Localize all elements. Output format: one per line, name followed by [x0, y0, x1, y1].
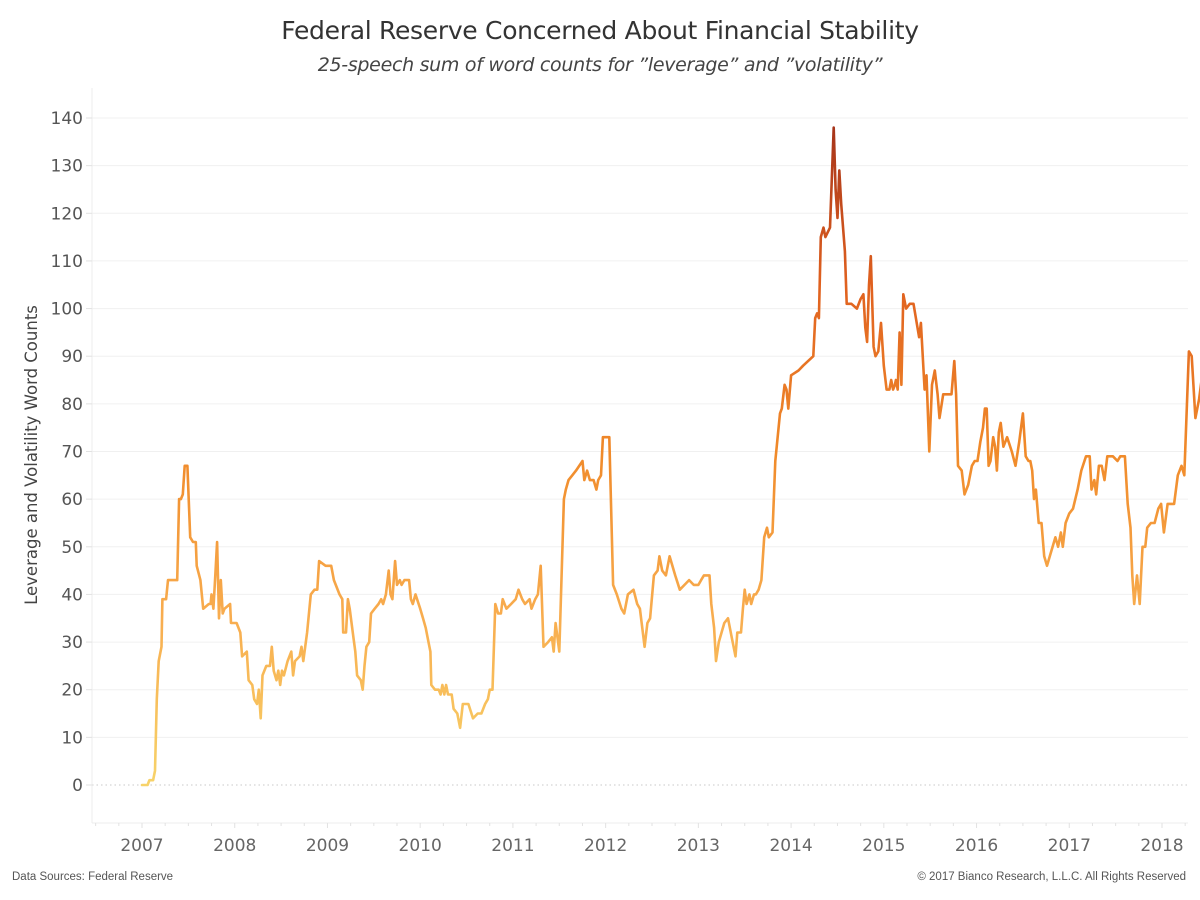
y-tick-label: 60: [61, 490, 83, 510]
y-tick-label: 100: [51, 300, 83, 320]
copyright-note: © 2017 Bianco Research, L.L.C. All Right…: [917, 871, 1186, 883]
plot-frame: [91, 88, 1188, 824]
y-axis-ticks: 0 10 20 30 40 50 60 70 80 90 100 110 120 130 140: [51, 109, 92, 796]
y-tick-label: 90: [61, 347, 83, 367]
x-tick-label: 2015: [862, 836, 905, 856]
chart-title: Federal Reserve Concerned About Financia…: [281, 16, 919, 45]
x-tick-label: 2012: [584, 836, 627, 856]
y-axis-label: Leverage and Volatility Word Counts: [22, 305, 41, 605]
x-tick-label: 2011: [491, 836, 534, 856]
y-tick-label: 50: [61, 538, 83, 558]
y-tick-label: 40: [61, 585, 83, 605]
y-tick-label: 130: [51, 157, 83, 177]
y-tick-label: 70: [61, 443, 83, 463]
data-source-note: Data Sources: Federal Reserve: [12, 871, 174, 883]
x-tick-label: 2014: [769, 836, 812, 856]
series-group: [140, 126, 1200, 787]
y-tick-label: 80: [61, 395, 83, 415]
x-tick-label: 2007: [120, 836, 163, 856]
gridlines: [92, 117, 1188, 786]
x-tick-label: 2013: [677, 836, 720, 856]
x-tick-label: 2016: [955, 836, 998, 856]
x-tick-label: 2008: [213, 836, 256, 856]
y-tick-label: 0: [72, 776, 83, 796]
y-tick-label: 30: [61, 633, 83, 653]
x-tick-label: 2017: [1048, 836, 1091, 856]
x-tick-label: 2009: [306, 836, 349, 856]
y-tick-label: 20: [61, 681, 83, 701]
y-tick-label: 120: [51, 204, 83, 224]
x-tick-label: 2010: [399, 836, 442, 856]
y-tick-label: 10: [61, 728, 83, 748]
y-tick-label: 140: [51, 109, 83, 129]
x-axis-ticks: 2007 2008 2009 2010 2011 2012 2013 2014 2015 2016…: [95, 823, 1186, 856]
series-line: [140, 126, 1200, 787]
chart-subtitle: 25-speech sum of word counts for ”levera…: [317, 54, 883, 76]
x-tick-label: 2018: [1140, 836, 1183, 856]
y-tick-label: 110: [51, 252, 83, 272]
